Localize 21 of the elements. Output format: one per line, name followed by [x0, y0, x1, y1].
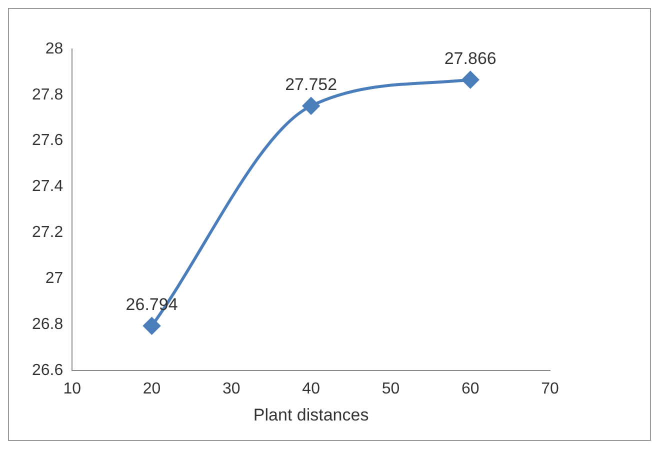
- x-tick-label: 30: [222, 380, 240, 398]
- x-tick-label: 20: [142, 380, 161, 398]
- y-tick-label: 28: [45, 40, 64, 58]
- y-tick-label: 27.6: [32, 132, 64, 150]
- x-tick-label: 60: [461, 380, 480, 398]
- point: [462, 71, 479, 88]
- y-tick-label: 27.4: [32, 178, 64, 196]
- y-tick-label: 27.8: [32, 86, 64, 104]
- y-tick-label: 26.6: [32, 362, 64, 379]
- data-label: 27.866: [444, 48, 496, 68]
- x-tick-label: 70: [541, 380, 559, 398]
- point: [302, 97, 320, 114]
- point: [143, 317, 160, 334]
- y-tick-label: 27: [45, 270, 64, 287]
- data-label: 27.752: [285, 75, 338, 94]
- x-tick-label: 50: [382, 380, 400, 398]
- x-tick-label: 40: [302, 380, 320, 398]
- y-tick-label: 27.2: [32, 224, 64, 242]
- x-tick-label: 10: [63, 380, 82, 398]
- x-axis-title: Plant distances: [253, 405, 369, 424]
- y-tick-label: 26.8: [32, 316, 64, 333]
